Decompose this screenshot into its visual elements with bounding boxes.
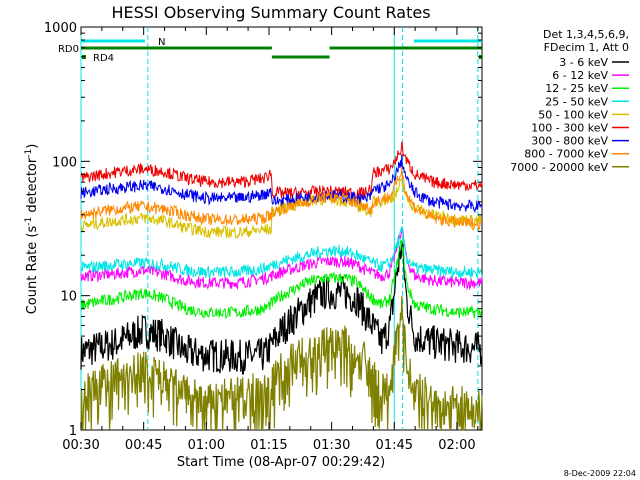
legend-entry-8: 800 - 7000 keV (524, 148, 608, 161)
axes: 00:30 00:45 01:00 01:15 01:30 01:45 02:00 1 10 10… (44, 21, 482, 453)
legend-entry-2: 6 - 12 keV (552, 69, 608, 82)
series-line-3 (80, 239, 483, 320)
x-tick-label-2: 00:45 (125, 438, 162, 453)
y-tick-label-2: 10 (60, 290, 77, 305)
series-line-8 (80, 166, 483, 232)
flag-label-rd0: RD0 (58, 44, 79, 55)
footer-timestamp: 8-Dec-2009 22:04 (564, 469, 636, 478)
x-tick-label-4: 01:15 (250, 438, 287, 453)
legend-entry-4: 25 - 50 keV (545, 95, 608, 108)
legend-header-2: FDecim 1, Att 0 (544, 41, 629, 54)
y-label-sup-2: -1 (24, 149, 34, 158)
x-axis-label: Start Time (08-Apr-07 00:29:42) (177, 455, 385, 470)
y-tick-label-1: 1 (69, 424, 77, 439)
flag-label-rd4: RD4 (93, 53, 114, 64)
legend-entry-3: 12 - 25 keV (545, 82, 608, 95)
series-line-9 (80, 295, 483, 431)
y-tick-label-3: 100 (52, 155, 77, 170)
y-axis-label: Count Rate (s-1 detector-1) (24, 144, 40, 315)
y-label-sup-1: -1 (24, 217, 34, 226)
series-line-4 (80, 226, 483, 280)
x-tick-label-1: 00:30 (62, 438, 99, 453)
x-tick-label-6: 01:45 (376, 438, 413, 453)
series-line-2 (80, 227, 483, 291)
legend-entry-7: 300 - 800 keV (531, 135, 608, 148)
series-line-1 (80, 240, 483, 375)
legend: Det 1,3,4,5,6,9,FDecim 1, Att 0 3 - 6 keV… (510, 28, 629, 174)
chart-title: HESSI Observing Summary Count Rates (111, 3, 430, 22)
legend-entry-9: 7000 - 20000 keV (510, 161, 608, 174)
legend-entry-5: 50 - 100 keV (538, 108, 608, 121)
series-lines (80, 141, 483, 431)
y-label-part-1: Count Rate (s (25, 226, 40, 315)
series-line-6 (80, 141, 483, 201)
x-tick-label-7: 02:00 (438, 438, 475, 453)
y-label-part-3: ) (25, 144, 40, 149)
legend-entry-1: 3 - 6 keV (559, 56, 608, 69)
legend-header-1: Det 1,3,4,5,6,9, (543, 28, 629, 41)
legend-entry-6: 100 - 300 keV (531, 122, 608, 135)
flag-label-n: N (158, 37, 165, 48)
flag-bars: N RD0 RD4 (58, 37, 482, 64)
x-tick-label-3: 01:00 (188, 438, 225, 453)
y-tick-label-4: 1000 (44, 21, 77, 36)
y-label-part-2: detector (25, 157, 40, 217)
x-tick-label-5: 01:30 (313, 438, 350, 453)
